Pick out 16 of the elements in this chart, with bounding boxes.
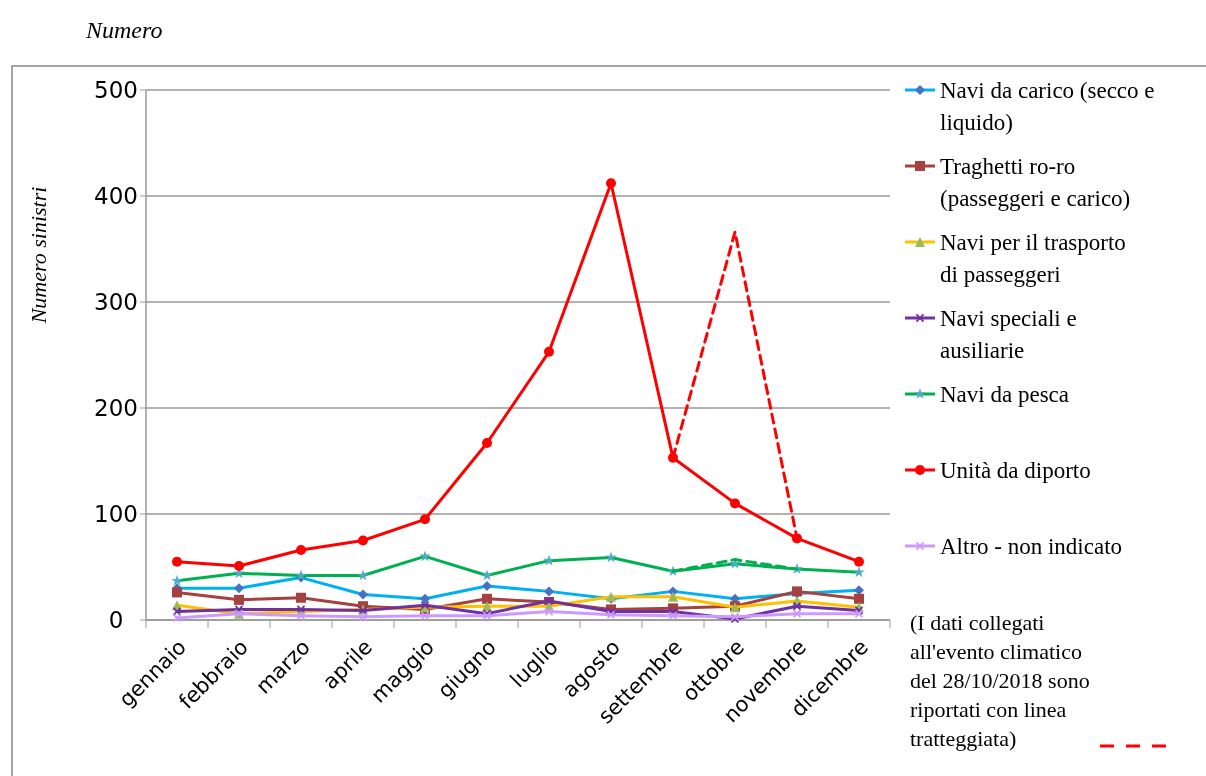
y-tick-label: 500 — [94, 77, 138, 104]
legend-label: Altro - non indicato — [940, 534, 1123, 560]
y-tick-label: 0 — [108, 607, 124, 634]
y-axis-title: Numero sinistri — [26, 186, 51, 325]
legend-label: Navi da carico (secco e liquido) — [940, 78, 1155, 136]
y-tick-label: 300 — [94, 289, 138, 316]
chart-title: Numero — [85, 17, 163, 43]
y-tick-label: 200 — [94, 395, 138, 422]
legend-label: Navi speciali e ausiliarie — [940, 306, 1077, 364]
legend-label: Navi per il trasporto di passeggeri — [940, 230, 1126, 288]
legend-label: Navi da pesca — [940, 382, 1069, 408]
legend-label: Traghetti ro-ro (passeggeri e carico) — [940, 154, 1131, 212]
y-tick-label: 100 — [94, 501, 138, 528]
y-tick-label: 400 — [94, 183, 138, 210]
text: (I dati collegati all'evento climatico del 28/10/2018 sono riportati con linea tratteggiata) — [910, 610, 1090, 751]
legend-label: Unità da diporto — [940, 458, 1091, 484]
